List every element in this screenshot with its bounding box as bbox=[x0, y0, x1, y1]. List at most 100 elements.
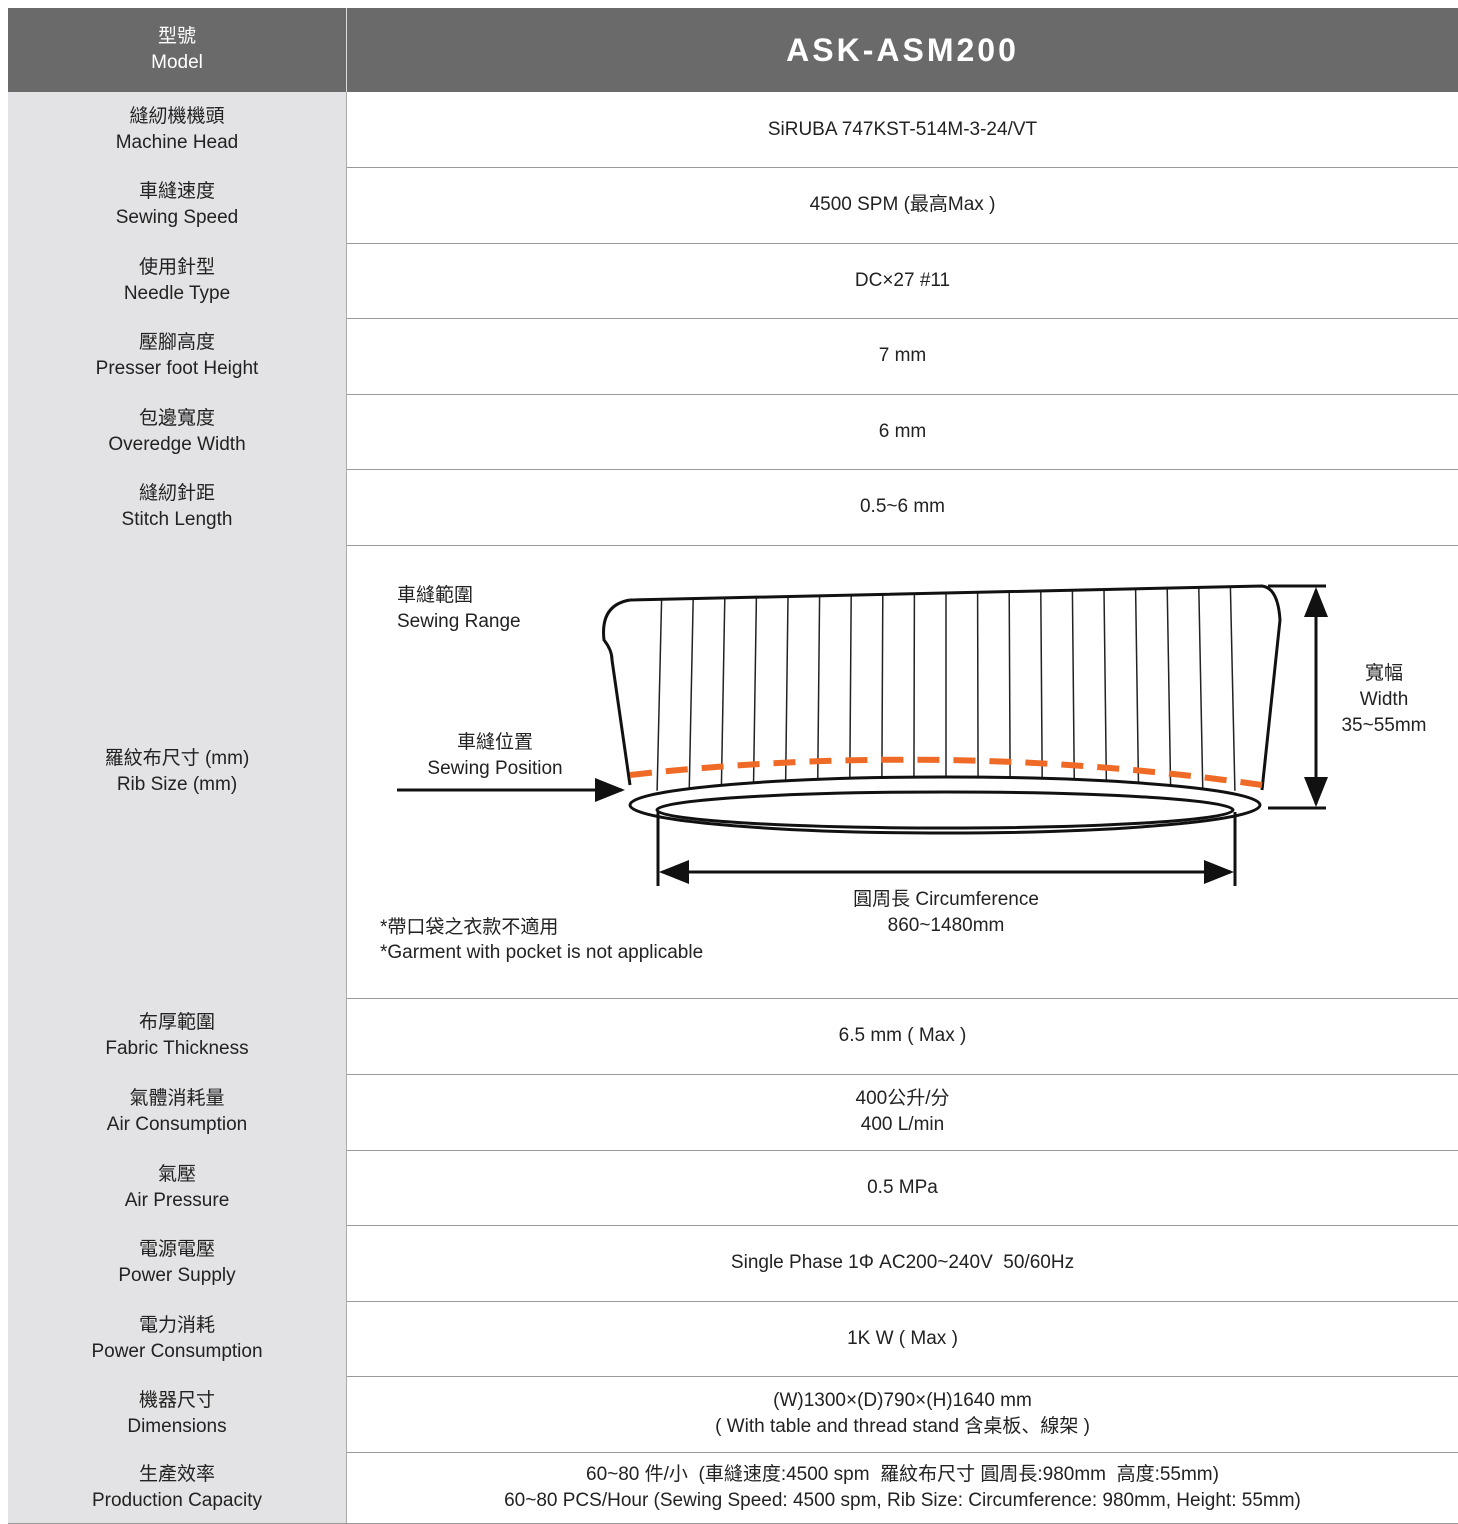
label-zh: 氣壓 bbox=[157, 1163, 196, 1185]
row-label: 縫紉針距 Stitch Length bbox=[8, 469, 347, 545]
label-en: Production Capacity bbox=[91, 1489, 263, 1511]
value-line: 6 mm bbox=[878, 420, 927, 442]
row-border bbox=[8, 318, 1458, 319]
row-label: 生產效率 Production Capacity bbox=[8, 1452, 347, 1523]
label-en: Air Pressure bbox=[124, 1189, 230, 1211]
width-en: Width bbox=[1360, 689, 1409, 710]
row-border bbox=[8, 243, 1458, 244]
value-line: 0.5 MPa bbox=[867, 1176, 938, 1198]
row-border bbox=[8, 1452, 1458, 1453]
label-zh: 壓腳高度 bbox=[138, 332, 215, 353]
rib-stripe bbox=[848, 595, 852, 795]
label-zh: 型號 bbox=[157, 26, 196, 47]
value-line: (W)1300×(D)790×(H)1640 mm bbox=[773, 1390, 1032, 1411]
note-zh: *帶口袋之衣款不適用 bbox=[380, 916, 558, 938]
row-label: 使用針型 Needle Type bbox=[8, 243, 347, 318]
value-line: DC×27 #11 bbox=[854, 269, 951, 291]
row-label: 車縫速度 Sewing Speed bbox=[8, 167, 347, 243]
rib-stripe bbox=[1071, 590, 1076, 795]
row-value: 0.5~6 mm bbox=[347, 469, 1458, 545]
value-line: 0.5~6 mm bbox=[859, 496, 945, 517]
rib-stripe bbox=[688, 598, 694, 792]
model: ASK-ASM200 bbox=[786, 32, 1019, 68]
row-value: 6 mm bbox=[347, 394, 1458, 469]
row-label: 布厚範圍 Fabric Thickness bbox=[8, 998, 347, 1074]
row-label: 氣壓 Air Pressure bbox=[8, 1150, 347, 1225]
header-label: 型號 Model bbox=[8, 8, 347, 92]
rib-stripe bbox=[913, 593, 916, 795]
header-model: ASK-ASM200 bbox=[347, 8, 1458, 92]
label-en: Model bbox=[151, 52, 203, 73]
width-value: 35~55mm bbox=[1341, 715, 1426, 736]
rib-stripe bbox=[1229, 586, 1236, 791]
value-line: 60~80 PCS/Hour (Sewing Speed: 4500 spm, … bbox=[504, 1489, 1301, 1511]
circumference-value: 860~1480mm bbox=[888, 915, 1005, 936]
label-en: Power Consumption bbox=[91, 1340, 263, 1362]
label-en: Air Consumption bbox=[106, 1114, 248, 1135]
row-value: 0.5 MPa bbox=[347, 1150, 1458, 1225]
rib-stripe bbox=[1198, 587, 1204, 792]
row-value: 6.5 mm ( Max ) bbox=[347, 998, 1458, 1074]
row-border bbox=[8, 1074, 1458, 1075]
label-zh: 氣體消耗量 bbox=[129, 1088, 225, 1109]
value-line: 4500 SPM (最高Max ) bbox=[809, 194, 996, 215]
label-zh: 縫紉機機頭 bbox=[129, 105, 225, 127]
row-value: 1K W ( Max ) bbox=[347, 1301, 1458, 1376]
label-zh: 電力消耗 bbox=[138, 1314, 215, 1336]
row-value: 60~80 件/小 (車縫速度:4500 spm 羅紋布尺寸 圓周長:980mm… bbox=[347, 1452, 1458, 1523]
label-en: Presser foot Height bbox=[95, 358, 259, 379]
row-label: 氣體消耗量 Air Consumption bbox=[8, 1074, 347, 1150]
row-border bbox=[8, 1301, 1458, 1302]
rib-stripe bbox=[656, 599, 663, 791]
width-zh: 寬幅 bbox=[1365, 662, 1403, 684]
row-label: 包邊寬度 Overedge Width bbox=[8, 394, 347, 469]
rib-stripe bbox=[976, 592, 979, 795]
label-zh: 機器尺寸 bbox=[138, 1390, 215, 1411]
value-line: SiRUBA 747KST-514M-3-24/VT bbox=[767, 118, 1038, 140]
value-line: 7 mm bbox=[878, 345, 927, 366]
row-value: DC×27 #11 bbox=[347, 243, 1458, 318]
row-label: 羅紋布尺寸 (mm) Rib Size (mm) bbox=[8, 545, 347, 998]
position-en: Sewing Position bbox=[427, 758, 562, 779]
value-line: Single Phase 1Φ AC200~240V 50/60Hz bbox=[730, 1252, 1075, 1273]
label-zh: 羅紋布尺寸 (mm) bbox=[104, 747, 250, 769]
row-value: 400公升/分 400 L/min bbox=[347, 1074, 1458, 1150]
label-zh: 電源電壓 bbox=[138, 1239, 215, 1260]
row-label: 電源電壓 Power Supply bbox=[8, 1225, 347, 1301]
rib-stripe bbox=[816, 595, 821, 795]
label-zh: 包邊寬度 bbox=[138, 407, 215, 429]
row-label: 電力消耗 Power Consumption bbox=[8, 1301, 347, 1376]
row-value: 7 mm bbox=[347, 318, 1458, 394]
value-line: 1K W ( Max ) bbox=[847, 1327, 958, 1349]
row-label: 壓腳高度 Presser foot Height bbox=[8, 318, 347, 394]
label-en: Sewing Speed bbox=[115, 207, 239, 228]
label-en: Fabric Thickness bbox=[105, 1038, 249, 1059]
label-zh: 縫紉針距 bbox=[138, 483, 215, 504]
label-en: Machine Head bbox=[115, 131, 239, 153]
row-border bbox=[8, 394, 1458, 395]
label-zh: 使用針型 bbox=[138, 256, 215, 278]
note-en: *Garment with pocket is not applicable bbox=[380, 942, 703, 963]
label-en: Overedge Width bbox=[108, 433, 246, 455]
row-border bbox=[8, 469, 1458, 470]
label-en: Dimensions bbox=[127, 1416, 227, 1437]
row-value: SiRUBA 747KST-514M-3-24/VT bbox=[347, 92, 1458, 167]
value-line: 400公升/分 bbox=[855, 1088, 950, 1109]
value-line: 6.5 mm ( Max ) bbox=[838, 1025, 967, 1046]
row-border bbox=[8, 545, 1458, 546]
row-border bbox=[8, 1376, 1458, 1377]
row-value: 4500 SPM (最高Max ) bbox=[347, 167, 1458, 243]
label-en: Stitch Length bbox=[121, 509, 233, 530]
label-en: Needle Type bbox=[123, 282, 231, 304]
value-line: ( With table and thread stand 含桌板、線架 ) bbox=[715, 1416, 1090, 1437]
position-zh: 車縫位置 bbox=[457, 731, 533, 753]
label-zh: 車縫速度 bbox=[138, 181, 215, 202]
row-value: (W)1300×(D)790×(H)1640 mm ( With table an… bbox=[347, 1376, 1458, 1452]
label-en: Rib Size (mm) bbox=[116, 773, 238, 795]
row-value: Single Phase 1Φ AC200~240V 50/60Hz bbox=[347, 1225, 1458, 1301]
range-zh: 車縫範圍 bbox=[397, 584, 473, 606]
rib-stripe bbox=[752, 597, 758, 793]
label-zh: 生產效率 bbox=[138, 1463, 215, 1485]
row-border bbox=[8, 167, 1458, 168]
